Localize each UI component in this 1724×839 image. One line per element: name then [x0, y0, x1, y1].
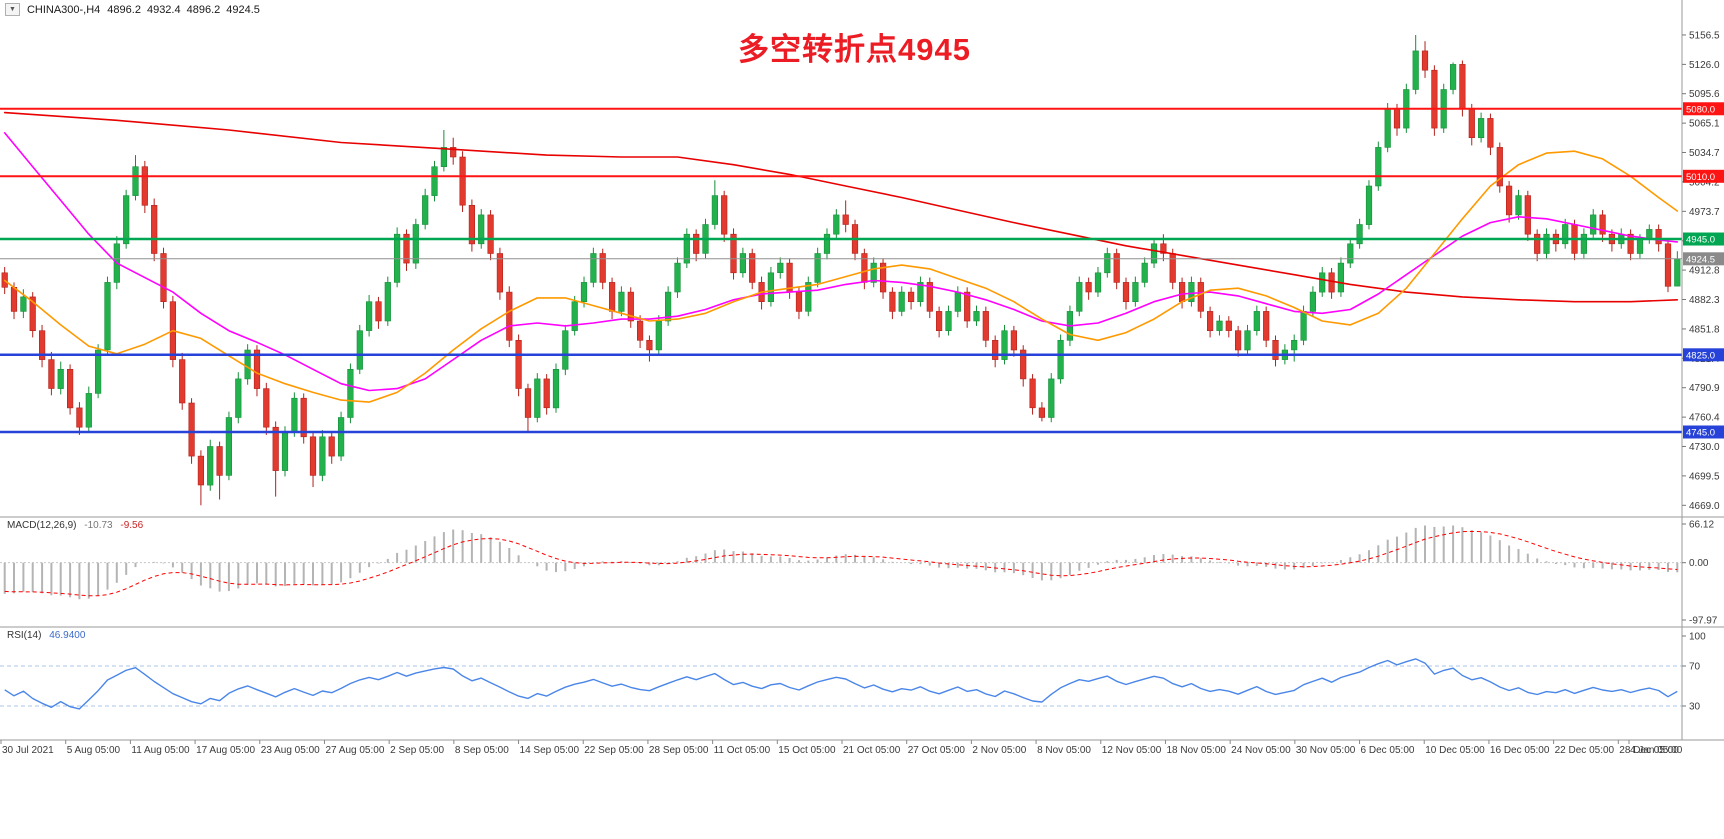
price-tick-label: 4669.0 [1689, 501, 1720, 512]
price-tick-label: 5004.2 [1689, 177, 1720, 188]
macd-signal-line [4, 530, 1678, 597]
date-label: 5 Aug 05:00 [67, 745, 121, 756]
price-tick-label: 5065.1 [1689, 119, 1720, 130]
date-label: 11 Oct 05:00 [714, 745, 771, 756]
price-tick-label: 4760.4 [1689, 413, 1720, 424]
macd-value-main: -10.73 [84, 520, 113, 531]
rsi-value: 46.9400 [49, 630, 86, 641]
date-label: 22 Sep 05:00 [584, 745, 644, 756]
price-tick-label: 5126.0 [1689, 60, 1720, 71]
price-tick-label: 4699.5 [1689, 471, 1720, 482]
macd-tick-label: -97.97 [1689, 616, 1718, 627]
annotation-text[interactable]: 多空转折点4945 [738, 32, 971, 67]
price-tick-label: 5095.6 [1689, 89, 1720, 100]
price-level-badge [1683, 348, 1724, 362]
price-level-badge [1683, 169, 1724, 183]
symbol-period-label: CHINA300-,H4 [26, 3, 101, 16]
high-value: 4932.4 [146, 3, 181, 16]
date-label: 24 Nov 05:00 [1231, 745, 1291, 756]
price-tick-label: 5034.7 [1689, 148, 1720, 159]
price-level-badge [1683, 252, 1724, 266]
ma-slow-red [3, 111, 1679, 303]
price-tick-label: 4851.8 [1689, 324, 1720, 335]
date-label: 15 Oct 05:00 [778, 745, 836, 756]
price-axis[interactable] [1682, 0, 1724, 740]
date-label: 12 Nov 05:00 [1102, 745, 1162, 756]
rsi-tick-label: 100 [1689, 632, 1706, 643]
macd-histogram [3, 525, 1679, 600]
rsi-line [4, 658, 1678, 710]
open-value: 4896.2 [107, 3, 141, 16]
macd-tick-label: 0.00 [1689, 558, 1709, 569]
price-tick-label: 4973.7 [1689, 207, 1720, 218]
price-level-badge-label: 5010.0 [1686, 172, 1715, 183]
rsi-tick-label: 70 [1689, 662, 1701, 673]
date-label: 8 Nov 05:00 [1037, 745, 1091, 756]
date-label: 28 Sep 05:00 [649, 745, 709, 756]
date-label: 28 Dec 05:00 [1619, 745, 1679, 756]
one-click-trading-toggle[interactable]: ▼ [5, 3, 20, 16]
date-label: 22 Dec 05:00 [1555, 745, 1615, 756]
date-label: 14 Sep 05:00 [520, 745, 580, 756]
date-label: 2 Nov 05:00 [972, 745, 1026, 756]
price-level-badge-label: 4825.0 [1686, 350, 1715, 361]
date-label: 27 Oct 05:00 [908, 745, 966, 756]
price-tick-label: 4912.8 [1689, 266, 1720, 277]
date-label: 10 Dec 05:00 [1425, 745, 1485, 756]
price-tick-label: 4730.0 [1689, 442, 1720, 453]
ma-fast-orange [3, 150, 1679, 403]
date-label: 18 Nov 05:00 [1166, 745, 1226, 756]
macd-indicator-label: MACD(12,26,9) -10.73 -9.56 [7, 520, 143, 531]
price-level-badge-label: 4745.0 [1686, 427, 1715, 438]
date-label: 8 Sep 05:00 [455, 745, 509, 756]
date-label: 30 Jul 2021 [2, 745, 54, 756]
date-label: 2 Sep 05:00 [390, 745, 444, 756]
date-label: 11 Aug 05:00 [131, 745, 190, 756]
date-label: 23 Aug 05:00 [261, 745, 320, 756]
rsi-name: RSI(14) [7, 630, 42, 641]
price-level-badge [1683, 102, 1724, 116]
macd-value-signal: -9.56 [120, 520, 144, 531]
info-bar: ▼ CHINA300-,H4 4896.2 4932.4 4896.2 4924… [5, 3, 260, 16]
price-tick-label: 4790.9 [1689, 383, 1720, 394]
rsi-tick-label: 30 [1689, 702, 1701, 713]
date-label: 27 Aug 05:00 [325, 745, 384, 756]
price-level-badge [1683, 232, 1724, 246]
price-level-badge-label: 4924.5 [1686, 254, 1715, 265]
macd-tick-label: 66.12 [1689, 520, 1714, 531]
date-label: 21 Oct 05:00 [843, 745, 901, 756]
date-label: 16 Dec 05:00 [1490, 745, 1550, 756]
price-level-badge-label: 5080.0 [1686, 104, 1715, 115]
date-label: 6 Dec 05:00 [1361, 745, 1415, 756]
rsi-indicator-label: RSI(14) 46.9400 [7, 630, 85, 641]
macd-name: MACD(12,26,9) [7, 520, 77, 531]
ohlc-values: 4896.2 4932.4 4896.2 4924.5 [107, 4, 260, 16]
date-label: 17 Aug 05:00 [196, 745, 255, 756]
price-level-badge-label: 4945.0 [1686, 235, 1715, 246]
date-label: 4 Jan 05:00 [1630, 745, 1683, 756]
price-level-badge [1683, 425, 1724, 439]
date-label: 30 Nov 05:00 [1296, 745, 1356, 756]
price-tick-label: 4882.3 [1689, 295, 1720, 306]
low-value: 4896.2 [186, 3, 221, 16]
time-axis[interactable] [0, 740, 1724, 762]
close-value: 4924.5 [226, 3, 260, 16]
price-tick-label: 5156.5 [1689, 30, 1720, 41]
